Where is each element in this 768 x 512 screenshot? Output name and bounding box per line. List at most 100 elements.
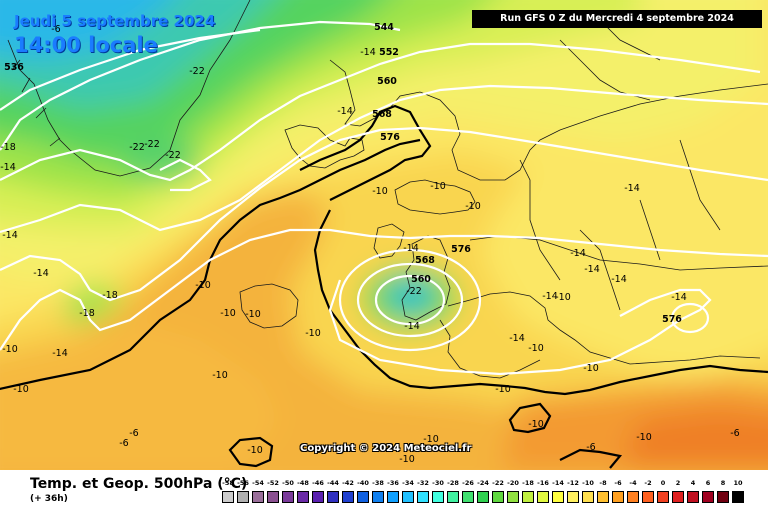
geop-label-568: 568 <box>372 109 392 120</box>
legend-swatch <box>372 491 384 503</box>
legend-tick-label: -16 <box>537 479 549 487</box>
geop-label-560: 560 <box>377 76 397 87</box>
temp-label: -14 <box>570 248 586 259</box>
legend-tick-label: 2 <box>675 479 681 487</box>
legend-swatch <box>327 491 339 503</box>
legend-tick-label: 6 <box>705 479 711 487</box>
legend-tick-label: -38 <box>372 479 384 487</box>
legend-swatch <box>447 491 459 503</box>
geop-label-560b: 560 <box>411 274 431 285</box>
geop-label-536: 536 <box>4 62 24 73</box>
temp-label: -10 <box>305 328 321 339</box>
legend-swatch <box>342 491 354 503</box>
legend-swatch <box>237 491 249 503</box>
legend-tick-label: -22 <box>492 479 504 487</box>
temp-label: -14 <box>52 348 68 359</box>
legend-swatch <box>702 491 714 503</box>
legend-tick-label: -28 <box>447 479 459 487</box>
legend-swatch <box>312 491 324 503</box>
temp-label: -22 <box>189 66 205 77</box>
temp-label: -10 <box>195 280 211 291</box>
temp-label: -18 <box>79 308 95 319</box>
legend-tick-label: -54 <box>252 479 264 487</box>
legend-tick-label: -56 <box>237 479 249 487</box>
temp-label: -14 <box>509 333 525 344</box>
temperature-labels: -6 -22 -22 -22 -22 -18 -14 -18 -14 -10 -… <box>0 24 740 465</box>
legend-tick-label: -18 <box>522 479 534 487</box>
legend-tick-label: 10 <box>733 479 743 487</box>
color-scale: -58 -56 -54 -52 -50 -48 -46 -44 -42 -40 -38 -36 -34-… <box>222 476 754 506</box>
legend-swatch <box>612 491 624 503</box>
temp-label: -14 <box>403 243 419 254</box>
legend-swatch <box>357 491 369 503</box>
legend-swatch <box>552 491 564 503</box>
forecast-time: 14:00 locale <box>14 33 158 57</box>
geopotential-contours <box>0 20 768 376</box>
temp-label: -6 <box>586 442 595 453</box>
temp-label: -10 <box>212 370 228 381</box>
temp-label: -10 <box>245 309 261 320</box>
temp-label: -6 <box>129 428 138 439</box>
legend-tick-label: -26 <box>462 479 474 487</box>
legend-swatch <box>387 491 399 503</box>
legend-swatch <box>567 491 579 503</box>
legend-swatch <box>732 491 744 503</box>
temp-label: -10 <box>13 384 29 395</box>
legend-swatch <box>507 491 519 503</box>
legend-tick-label: -12 <box>567 479 579 487</box>
temp-label: -6 <box>51 24 60 35</box>
legend-tick-label: -58 <box>222 479 234 487</box>
forecast-lead-time: (+ 36h) <box>30 494 68 504</box>
legend-tick-label: 0 <box>660 479 666 487</box>
weather-map: 544 552 560 568 576 576 568 560 576 536 … <box>0 0 768 470</box>
legend-tick-label: -32 <box>417 479 429 487</box>
legend-swatch <box>252 491 264 503</box>
legend-tick-label: -44 <box>327 479 339 487</box>
temp-label: -18 <box>0 142 16 153</box>
model-run-info: Run GFS 0 Z du Mercredi 4 septembre 2024 <box>472 10 762 28</box>
temp-label: -22 <box>165 150 181 161</box>
legend-tick-label: -40 <box>357 479 369 487</box>
legend-tick-label: -2 <box>644 479 652 487</box>
legend-swatch <box>657 491 669 503</box>
copyright-notice: Copyright © 2024 Meteociel.fr <box>300 443 472 454</box>
temp-label: -10 <box>555 292 571 303</box>
geop-label-544: 544 <box>374 22 394 33</box>
legend-swatch <box>627 491 639 503</box>
legend-title: Temp. et Geop. 500hPa (°C) <box>30 476 248 492</box>
temp-label: -10 <box>399 454 415 465</box>
legend-tick-label: -42 <box>342 479 354 487</box>
geopotential-labels: 544 552 560 568 576 576 568 560 576 536 <box>4 22 682 325</box>
legend-tick-label: -10 <box>582 479 594 487</box>
temperature-field <box>0 0 768 470</box>
legend-tick-label: -24 <box>477 479 489 487</box>
legend-swatch <box>282 491 294 503</box>
legend-swatch <box>672 491 684 503</box>
legend-tick-label: -48 <box>297 479 309 487</box>
legend-swatch <box>297 491 309 503</box>
legend-tick-label: -6 <box>614 479 622 487</box>
legend-swatch <box>492 491 504 503</box>
legend-swatch <box>687 491 699 503</box>
temp-label: -10 <box>247 445 263 456</box>
temp-label: -14 <box>2 230 18 241</box>
legend-tick-label: -8 <box>599 479 607 487</box>
legend-tick-label: -14 <box>552 479 564 487</box>
forecast-date: Jeudi 5 septembre 2024 <box>14 12 216 30</box>
legend-tick-label: -20 <box>507 479 519 487</box>
temp-label: -6 <box>730 428 739 439</box>
temp-label: -14 <box>542 291 558 302</box>
legend-tick-label: -46 <box>312 479 324 487</box>
geop-label-576: 576 <box>380 132 400 143</box>
legend-tick-label: -50 <box>282 479 294 487</box>
temp-label: -14 <box>0 162 16 173</box>
legend-tick-label: -4 <box>629 479 637 487</box>
temp-label: -14 <box>624 183 640 194</box>
temp-label: -14 <box>360 47 376 58</box>
legend-swatch <box>717 491 729 503</box>
legend-swatch <box>522 491 534 503</box>
legend-tick-label: 8 <box>720 479 726 487</box>
temp-label: -10 <box>430 181 446 192</box>
legend-bar <box>0 470 768 512</box>
geop-label-552: 552 <box>379 47 399 58</box>
